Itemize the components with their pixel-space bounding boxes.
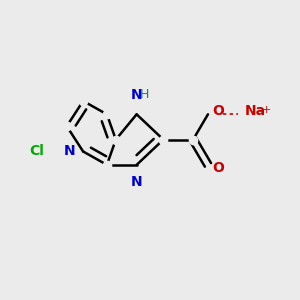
Text: O: O [212, 104, 224, 118]
Text: Cl: Cl [30, 145, 44, 158]
Text: Na: Na [245, 104, 266, 118]
Text: N: N [131, 175, 142, 189]
Text: N: N [64, 145, 76, 158]
Text: O: O [212, 161, 224, 175]
Text: +: + [262, 105, 271, 115]
Text: H: H [140, 88, 149, 101]
Text: N: N [131, 88, 142, 102]
